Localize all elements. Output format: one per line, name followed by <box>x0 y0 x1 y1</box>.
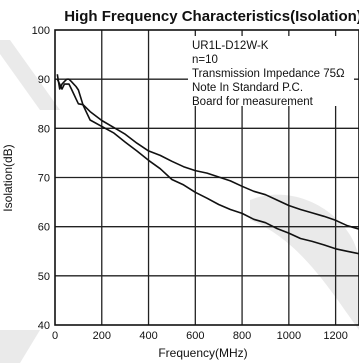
watermark-shape <box>0 40 359 363</box>
x-tick-label: 800 <box>233 330 251 342</box>
x-tick-label: 0 <box>52 330 58 342</box>
y-tick-label: 40 <box>38 320 50 332</box>
x-tick-label: 200 <box>93 330 111 342</box>
annotation-board: Board for measurement <box>192 96 314 108</box>
x-tick-label: 400 <box>139 330 157 342</box>
y-tick-label: 90 <box>38 74 50 86</box>
chart-title: High Frequency Characteristics(Isolation… <box>64 8 359 25</box>
tick-labels: 0 200 400 600 800 1000 1200 40 50 60 70 80 90 100 <box>32 25 348 342</box>
series-layer <box>56 74 359 255</box>
series-line-2 <box>56 74 359 255</box>
series-line-1 <box>56 78 359 230</box>
y-tick-label: 80 <box>38 123 50 135</box>
x-tick-label: 1200 <box>323 330 347 342</box>
y-axis-label: Isolation(dB) <box>1 144 15 211</box>
annotation-impedance: Transmission Impedance 75Ω <box>192 68 345 80</box>
annotation-n: n=10 <box>192 54 218 66</box>
x-tick-label: 600 <box>186 330 204 342</box>
y-tick-label: 50 <box>38 271 50 283</box>
x-axis-label: Frequency(MHz) <box>158 346 247 360</box>
annotation-block: UR1L-D12W-K n=10 Transmission Impedance … <box>188 36 354 108</box>
plot-frame <box>54 29 359 326</box>
y-tick-label: 60 <box>38 222 50 234</box>
x-tick-label: 1000 <box>277 330 301 342</box>
y-tick-label: 70 <box>38 173 50 185</box>
annotation-model: UR1L-D12W-K <box>192 40 269 52</box>
annotation-note: Note In Standard P.C. <box>192 82 303 94</box>
y-tick-label: 100 <box>32 25 50 37</box>
